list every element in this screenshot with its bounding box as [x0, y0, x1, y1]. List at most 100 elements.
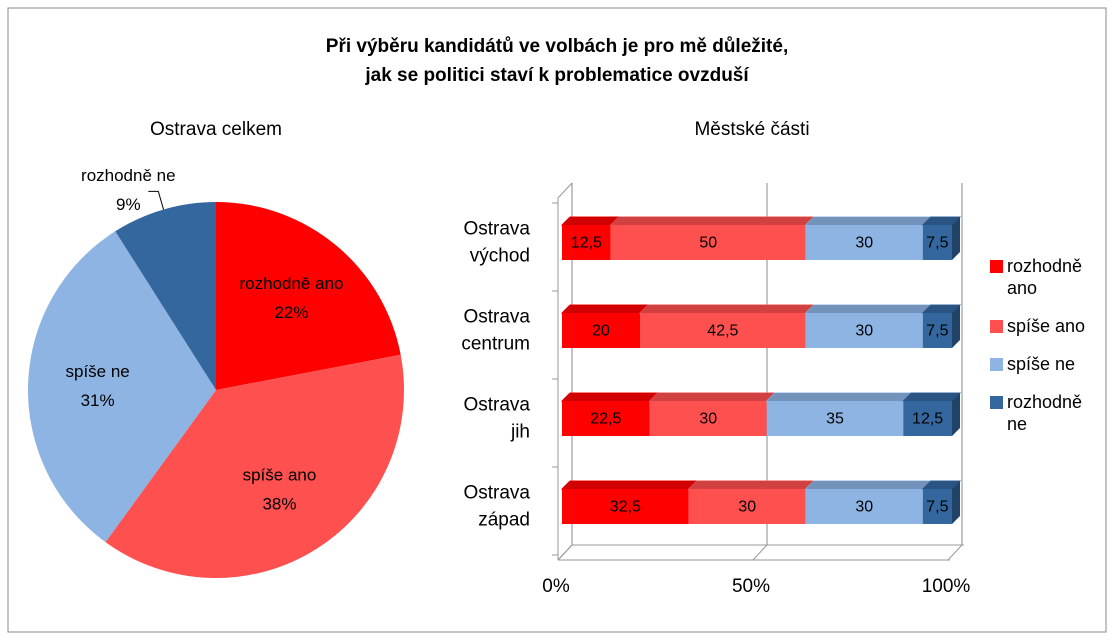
slice-value: 22%	[274, 303, 308, 322]
bar-top-shade	[805, 481, 931, 489]
x-tick-label: 0%	[542, 576, 570, 597]
bar-segment	[921, 480, 962, 524]
legend-label: spíše ne	[1007, 354, 1076, 374]
y-tick-label: Ostrava západ	[463, 483, 530, 531]
bar-side-shade	[952, 305, 960, 348]
bar-top-shade	[562, 305, 648, 313]
legend-item: spíše ne	[990, 353, 1100, 375]
bar-value: 12,5	[912, 411, 943, 428]
legend-item: spíše ano	[990, 315, 1100, 337]
bar-segment	[804, 480, 932, 524]
bar-top-shade	[805, 305, 931, 313]
legend-swatch	[990, 260, 1003, 273]
y-tick-label: Ostrava centrum	[461, 307, 530, 355]
slice-label: spíše ano	[243, 465, 317, 484]
slice-label: spíše ne	[65, 362, 129, 381]
pie-slice	[216, 202, 401, 390]
grid-floor	[752, 544, 768, 561]
pie-slice	[115, 202, 216, 390]
slice-label: rozhodně ano	[240, 274, 344, 293]
bar-top-shade	[688, 481, 814, 489]
bar-segment	[804, 304, 932, 348]
bar-side-shade	[952, 217, 960, 260]
bar-side	[952, 305, 960, 348]
bar-segment	[902, 392, 962, 436]
bar-value: 22,5	[590, 411, 621, 428]
bar-face	[766, 401, 904, 436]
bar-side-shade	[952, 481, 960, 524]
grid-floor	[557, 544, 573, 561]
y-tick-label: Ostrava východ	[463, 219, 530, 267]
bar-value: 12,5	[571, 235, 602, 252]
bar-value: 42,5	[707, 323, 738, 340]
y-tick-label: Ostrava jih	[463, 395, 530, 443]
bar-value: 7,5	[926, 235, 948, 252]
bar-face	[562, 489, 689, 524]
bar-top-shade	[903, 393, 960, 401]
bar-top-shade	[649, 393, 775, 401]
legend-item: rozhodně ne	[990, 391, 1100, 435]
chart-title: jak se politici staví k problematice ovz…	[364, 65, 749, 86]
grid-floor	[947, 544, 963, 561]
bar-top-shade	[562, 481, 697, 489]
legend-swatch	[990, 358, 1003, 371]
legend-swatch	[990, 396, 1003, 409]
bar-face	[805, 313, 923, 348]
bar-face	[922, 225, 952, 260]
slice-value: 31%	[81, 391, 115, 410]
bar-side	[952, 481, 960, 524]
slice-label: rozhodně ne	[81, 166, 176, 185]
bar-face	[562, 401, 650, 436]
bar-face	[562, 313, 640, 348]
bar-top-shade	[640, 305, 814, 313]
bar-top-shade	[922, 217, 960, 225]
bar-segment	[560, 216, 620, 260]
bar-side-shade	[952, 393, 960, 436]
bar-value: 7,5	[926, 499, 948, 516]
bar-segment	[560, 392, 659, 436]
bar-value: 30	[855, 499, 873, 516]
bar-value: 30	[855, 323, 873, 340]
bar-face	[640, 313, 806, 348]
bar-segment	[560, 304, 650, 348]
bar-top-shade	[922, 305, 960, 313]
bar-value: 30	[699, 411, 717, 428]
bar-top-shade	[610, 217, 814, 225]
bar-value: 30	[855, 235, 873, 252]
bar-face	[922, 489, 952, 524]
bar-face	[610, 225, 806, 260]
bar-face	[922, 313, 952, 348]
bar-segment	[804, 216, 932, 260]
bar-face	[562, 225, 611, 260]
x-tick-label: 100%	[922, 576, 971, 597]
bar-segment	[765, 392, 913, 436]
legend-item: rozhodně ano	[990, 255, 1100, 299]
bar-segment	[560, 480, 698, 524]
bar-value: 20	[592, 323, 610, 340]
bar-segment	[921, 216, 962, 260]
bar-face	[688, 489, 806, 524]
legend: rozhodně ano spíše ano spíše ne rozhodně ne	[990, 255, 1100, 451]
chart-title: Při výběru kandidátů ve volbách je pro m…	[326, 36, 788, 57]
bar-segment	[648, 392, 776, 436]
bar-top-shade	[562, 217, 619, 225]
bar-top-shade	[766, 393, 912, 401]
bar-top-shade	[562, 393, 658, 401]
legend-label: rozhodně ne	[1007, 392, 1083, 434]
slice-value: 38%	[262, 494, 296, 513]
bar-segment	[687, 480, 815, 524]
bar-side	[952, 393, 960, 436]
bar-title: Městské části	[694, 119, 809, 140]
bar-side	[952, 217, 960, 260]
bar-top-shade	[805, 217, 931, 225]
bar-value: 50	[699, 235, 717, 252]
pie-slice	[27, 231, 216, 543]
bar-face	[805, 225, 923, 260]
leader-line	[148, 190, 165, 210]
bar-segment	[921, 304, 962, 348]
bar-value: 35	[826, 411, 844, 428]
pie-title: Ostrava celkem	[150, 119, 282, 140]
pie-slice	[105, 354, 405, 578]
